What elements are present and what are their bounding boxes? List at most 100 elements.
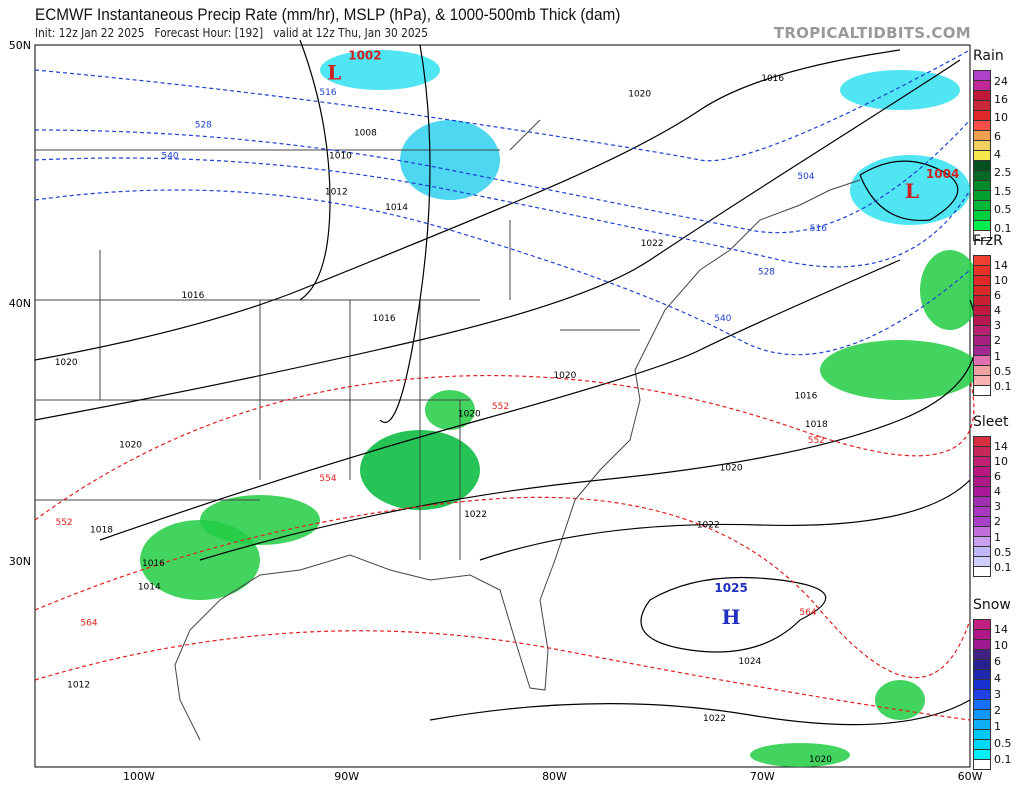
- legend-swatch: [974, 376, 990, 386]
- legend-swatch: [974, 111, 990, 121]
- isobar-label: 1020: [720, 464, 743, 474]
- legend-label: 4: [994, 148, 1001, 162]
- legend-swatch: [974, 211, 990, 221]
- legend-label: 1: [994, 349, 1001, 363]
- high-pressure-marker: H: [722, 605, 741, 629]
- legend-swatch: [974, 557, 990, 567]
- isobar-label: 1020: [809, 755, 832, 765]
- legend-label: 10: [994, 454, 1008, 468]
- legend-swatch: [974, 276, 990, 286]
- legend-label: 4: [994, 485, 1001, 499]
- isobar-label: 1014: [385, 203, 408, 213]
- lat-label: 50N: [9, 39, 31, 52]
- isobar-label: 1012: [67, 680, 90, 690]
- legend-label: 0.1: [994, 752, 1012, 766]
- legend-label: 14: [994, 623, 1008, 637]
- isobar-label: 1020: [55, 358, 78, 368]
- legend-swatch: [974, 141, 990, 151]
- pressure-value: 1025: [714, 581, 747, 595]
- thickness-label: 540: [161, 152, 178, 162]
- legend-swatch: [974, 161, 990, 171]
- legend-label: 24: [994, 74, 1008, 88]
- legend-swatch: [974, 201, 990, 211]
- legend-frzr: FrzR 14 10 6 4 3 2 1 0.5 0.1: [973, 233, 1024, 396]
- legend-swatch: [974, 700, 990, 710]
- isobar-label: 1016: [373, 314, 396, 324]
- legend-swatch: [974, 81, 990, 91]
- isobar-label: 1016: [181, 291, 204, 301]
- isobar-label: 1016: [794, 391, 817, 401]
- lon-label: 90W: [334, 770, 359, 783]
- legend-swatch: [974, 547, 990, 557]
- thickness-label: 528: [195, 121, 212, 131]
- legend-label: 0.5: [994, 364, 1012, 378]
- thickness-label: 504: [797, 172, 814, 182]
- isobar-label: 1022: [697, 520, 720, 530]
- pressure-value: 1002: [348, 48, 381, 62]
- legend-title: Sleet: [973, 414, 1009, 430]
- legend-label: 14: [994, 439, 1008, 453]
- legend-label: 10: [994, 111, 1008, 125]
- legend-swatch: [974, 386, 990, 396]
- legend-swatch: [974, 660, 990, 670]
- chart-subtitle: Init: 12z Jan 22 2025 Forecast Hour: [19…: [35, 26, 428, 40]
- thickness-label: 552: [55, 518, 72, 528]
- legend-swatch: [974, 517, 990, 527]
- legend-swatch: [974, 477, 990, 487]
- legend-swatch: [974, 537, 990, 547]
- legend-label: 10: [994, 639, 1008, 653]
- legend-swatch: [974, 131, 990, 141]
- low-pressure-marker: L: [905, 179, 919, 203]
- isobar-label: 1016: [761, 74, 784, 84]
- legend-label: 1: [994, 720, 1001, 734]
- isobar-label: 1008: [354, 128, 377, 138]
- precip-area: [820, 340, 980, 400]
- legend-label: 3: [994, 687, 1001, 701]
- map-frame: [34, 44, 971, 768]
- legend-label: 1: [994, 530, 1001, 544]
- thickness-lines: [34, 49, 975, 721]
- legend-swatch: [974, 467, 990, 477]
- isobar-label: 1020: [458, 410, 481, 420]
- precip-area: [920, 250, 980, 330]
- isobar-label: 1024: [738, 657, 761, 667]
- legend-swatch: [974, 296, 990, 306]
- isobar-label: 1010: [329, 152, 352, 162]
- legend-label: 3: [994, 319, 1001, 333]
- legend-swatch: [974, 457, 990, 467]
- legend-label: 3: [994, 500, 1001, 514]
- isobar-label: 1014: [138, 582, 161, 592]
- legend-label: 10: [994, 273, 1008, 287]
- pressure-value: 1004: [926, 167, 959, 181]
- isobar-label: 1016: [142, 559, 165, 569]
- precip-area: [400, 120, 500, 200]
- thickness-label: 516: [810, 224, 827, 234]
- legend-swatch: [974, 306, 990, 316]
- thickness-label: 540: [714, 314, 731, 324]
- legend-label: 6: [994, 129, 1001, 143]
- legend-title: Rain: [973, 48, 1004, 64]
- legend-swatch: [974, 630, 990, 640]
- isobar-label: 1022: [703, 714, 726, 724]
- legend-label: 14: [994, 258, 1008, 272]
- isobar-label: 1020: [628, 90, 651, 100]
- legend-swatch: [974, 650, 990, 660]
- legend-label: 0.1: [994, 379, 1012, 393]
- legend-swatch: [974, 336, 990, 346]
- legend-label: 6: [994, 289, 1001, 303]
- legend-label: 0.5: [994, 545, 1012, 559]
- thickness-label: 552: [808, 436, 825, 446]
- legend-swatch: [974, 447, 990, 457]
- legend-title: Snow: [973, 597, 1011, 613]
- legend-label: 6: [994, 470, 1001, 484]
- legend-swatch: [974, 620, 990, 630]
- precip-area: [320, 50, 440, 90]
- legend-swatch: [974, 101, 990, 111]
- legend-label: 2: [994, 515, 1001, 529]
- isobar-label: 1018: [90, 526, 113, 536]
- legend-label: 6: [994, 655, 1001, 669]
- thickness-label: 554: [319, 474, 336, 484]
- legend-swatch: [974, 487, 990, 497]
- legend-swatch: [974, 181, 990, 191]
- legend-swatch: [974, 497, 990, 507]
